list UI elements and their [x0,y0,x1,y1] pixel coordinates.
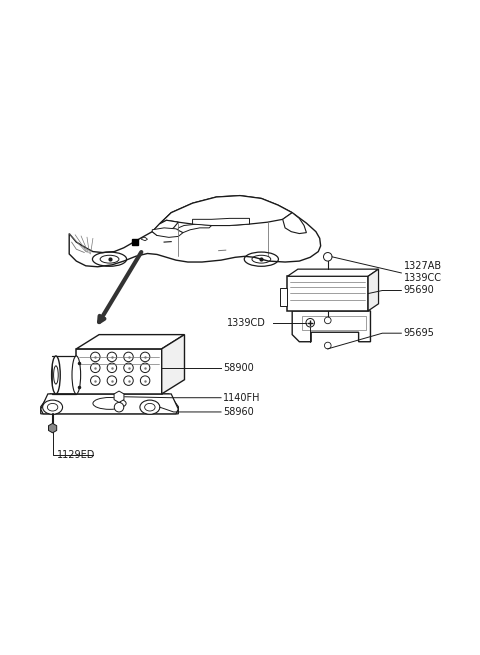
Ellipse shape [51,356,60,394]
Polygon shape [301,316,366,330]
Polygon shape [76,349,162,394]
Text: 58900: 58900 [223,363,254,373]
Text: 58960: 58960 [223,407,254,417]
Polygon shape [192,218,250,225]
Polygon shape [179,224,212,233]
Polygon shape [288,269,379,276]
Polygon shape [368,269,379,311]
Text: 1129ED: 1129ED [57,449,96,460]
Polygon shape [292,311,371,342]
Polygon shape [152,220,179,235]
Ellipse shape [43,400,62,415]
Polygon shape [76,335,184,349]
Circle shape [324,253,332,261]
Circle shape [114,402,124,412]
Polygon shape [69,196,321,267]
Polygon shape [162,335,184,394]
Text: 95695: 95695 [404,328,434,338]
Circle shape [306,318,314,327]
Polygon shape [141,237,147,240]
Text: 1339CD: 1339CD [227,318,266,328]
Polygon shape [159,196,292,225]
Circle shape [324,317,331,324]
Polygon shape [280,288,288,306]
Polygon shape [41,394,179,414]
Ellipse shape [54,366,58,384]
Ellipse shape [72,356,81,394]
Circle shape [324,342,331,349]
Ellipse shape [140,400,160,415]
Text: 1327AB
1339CC: 1327AB 1339CC [404,261,442,283]
Text: 1140FH: 1140FH [223,393,261,403]
Polygon shape [41,394,179,414]
Text: 95690: 95690 [404,286,434,295]
Polygon shape [114,391,124,402]
Polygon shape [283,213,306,234]
Polygon shape [48,423,57,433]
Polygon shape [152,228,183,237]
Polygon shape [288,276,368,311]
